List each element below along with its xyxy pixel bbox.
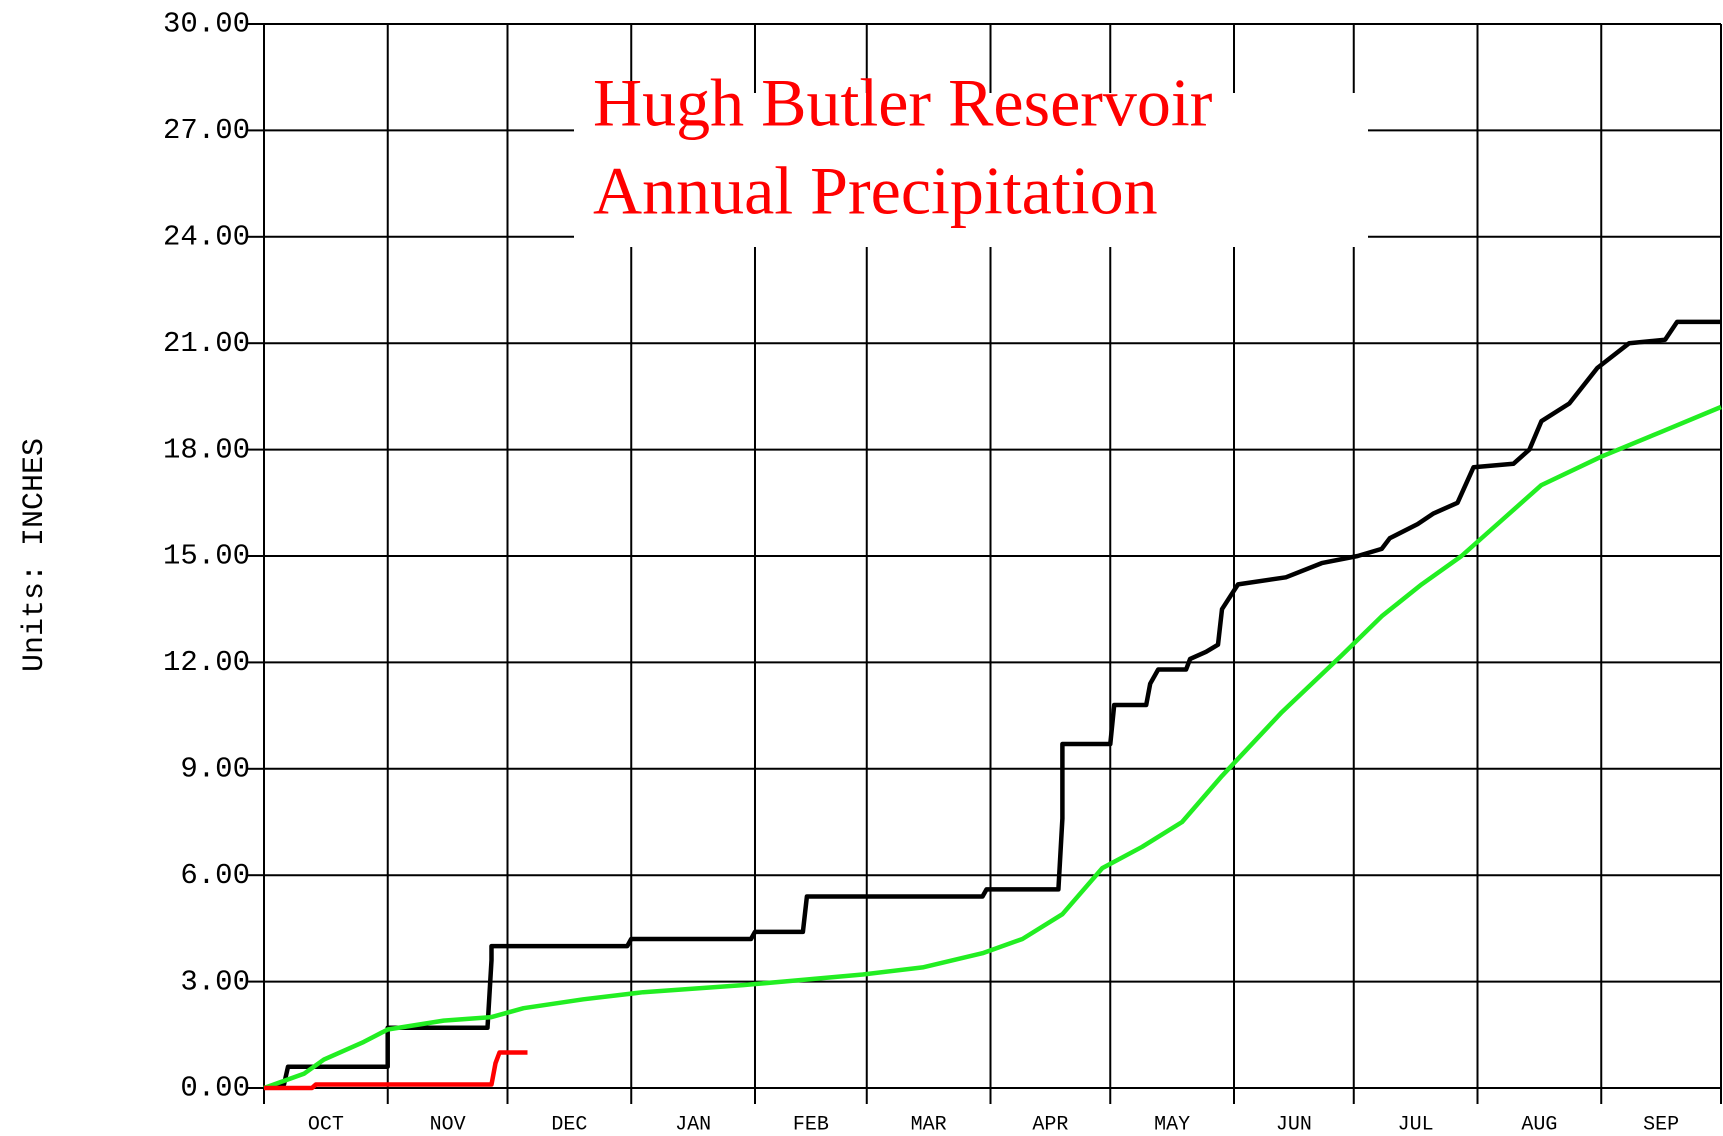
x-tick-label: APR: [1032, 1113, 1068, 1136]
x-tick-label: FEB: [793, 1113, 829, 1136]
x-tick-label: MAR: [911, 1113, 947, 1136]
y-tick-label: 30.00: [163, 8, 250, 41]
chart-title: Hugh Butler Reservoir: [593, 65, 1213, 141]
y-tick-label: 9.00: [180, 752, 250, 785]
y-tick-label: 3.00: [180, 965, 250, 998]
x-tick-label: OCT: [308, 1113, 344, 1136]
lines: [263, 319, 1722, 1091]
y-tick-label: 0.00: [180, 1072, 250, 1105]
y-tick-label: 21.00: [163, 327, 250, 360]
y-tick-label: 12.00: [163, 646, 250, 679]
y-tick-label: 27.00: [163, 114, 250, 147]
y-axis-label: Units: INCHES: [18, 438, 52, 672]
x-tick-label: JUN: [1276, 1113, 1312, 1136]
x-tick-label: JUL: [1398, 1113, 1434, 1136]
series-line: [263, 319, 1721, 1091]
y-tick-label: 18.00: [163, 433, 250, 466]
x-tick-label: JAN: [675, 1113, 711, 1136]
y-tick-label: 15.00: [163, 540, 250, 573]
y-tick-label: 6.00: [180, 859, 250, 892]
x-tick-label: NOV: [430, 1113, 466, 1136]
grid: 0.00 3.00 6.00 9.00 12.00 15.00 18.00 21.00 24.0…: [163, 8, 1722, 1136]
series-line: [264, 1050, 528, 1091]
series-line: [263, 404, 1722, 1091]
x-tick-label: DEC: [551, 1113, 587, 1136]
x-tick-label: SEP: [1643, 1113, 1679, 1136]
x-tick-label: MAY: [1154, 1113, 1190, 1136]
x-tick-label: AUG: [1521, 1113, 1557, 1136]
y-tick-label: 24.00: [163, 220, 250, 253]
title-box: [574, 93, 1368, 247]
chart-title: Annual Precipitation: [593, 153, 1158, 229]
